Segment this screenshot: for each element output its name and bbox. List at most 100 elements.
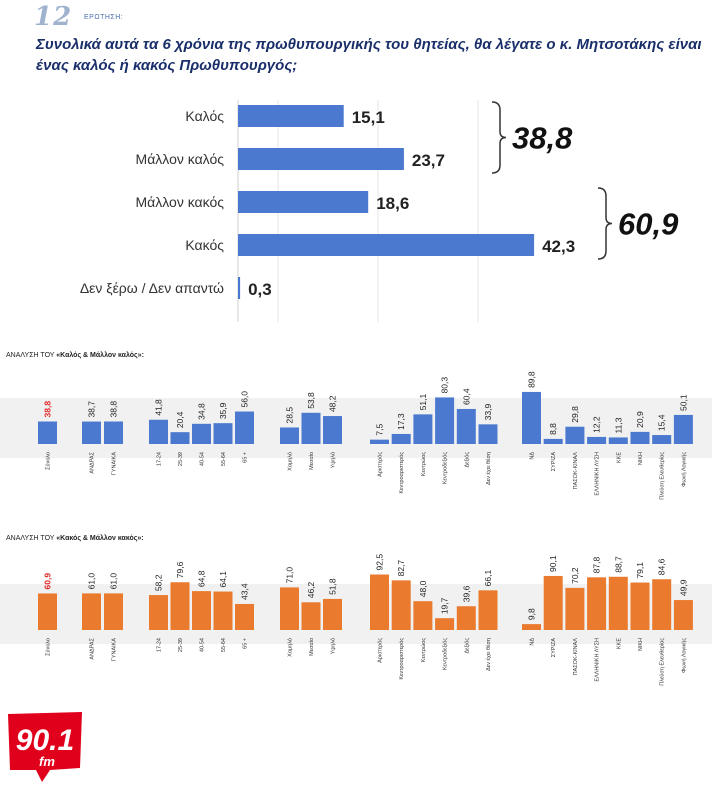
column-bar <box>456 606 476 630</box>
column-bar <box>149 595 168 630</box>
category-label: Μάλλον καλός <box>136 151 225 167</box>
total-label: 38,8 <box>512 121 573 156</box>
column-value-label: 60,4 <box>461 388 471 405</box>
column-value-label: 80,3 <box>440 377 450 394</box>
column-bar <box>391 580 411 630</box>
column-value-label: 84,6 <box>657 558 667 575</box>
column-value-label: 89,8 <box>527 371 537 388</box>
bar-0 <box>238 105 344 127</box>
column-category-label: Δεν έχει θέση <box>485 638 492 671</box>
column-category-label: Δεξιός <box>463 452 470 468</box>
column-value-label: 8,8 <box>548 423 558 435</box>
column-value-label: 64,1 <box>218 571 228 588</box>
column-value-label: 34,8 <box>197 403 207 420</box>
column-bar <box>323 416 342 444</box>
column-value-label: 87,8 <box>592 557 602 574</box>
column-bar <box>280 587 299 630</box>
column-category-label: ΓΥΝΑΙΚΑ <box>112 638 118 662</box>
column-value-label: 35,9 <box>218 402 228 419</box>
column-value-label: 82,7 <box>396 560 406 577</box>
column-value-label: 33,9 <box>483 404 493 421</box>
column-value-label: 17,3 <box>396 413 406 430</box>
column-category-label: 17-24 <box>157 452 163 466</box>
column-category-label: Υψηλό <box>330 638 337 654</box>
column-category-label: Μεσαίο <box>309 452 315 470</box>
column-category-label: Υψηλό <box>330 452 337 468</box>
column-category-label: ΚΚΕ <box>616 638 622 649</box>
column-category-label: ΣΥΡΙΖΑ <box>551 638 557 658</box>
column-bar <box>38 421 57 444</box>
column-bar <box>370 574 389 630</box>
column-bar <box>413 414 433 444</box>
column-category-label: 17-24 <box>157 638 163 652</box>
bad-section-title: ΑΝΑΛΥΣΗ ΤΟΥ «Κακός & Μάλλον κακός»: <box>6 535 144 542</box>
column-bar <box>82 421 101 444</box>
column-value-label: 28,5 <box>285 407 295 424</box>
column-bar <box>478 590 498 630</box>
column-category-label: ΕΛΛΗΝΙΚΗ ΛΥΣΗ <box>595 638 601 682</box>
column-category-label: ΝΙΚΗ <box>638 638 644 651</box>
column-value-label: 48,2 <box>328 395 338 412</box>
column-category-label: 55-64 <box>221 638 227 652</box>
column-value-label: 51,8 <box>328 578 338 595</box>
column-category-label: ΑΝΔΡΑΣ <box>90 451 96 473</box>
column-bar <box>104 421 123 444</box>
column-value-label: 38,7 <box>87 401 97 418</box>
column-category-label: ΠΑΣΟΚ-ΚΙΝΑΛ <box>573 638 579 676</box>
column-category-label: Χαμηλό <box>287 638 294 657</box>
good-breakdown-chart: 38,8 Σύνολο 38,7 ΑΝΔΡΑΣ 38,8 ΓΥΝΑΙΚΑ 41,8 17-24… <box>0 371 712 500</box>
column-value-label: 20,4 <box>175 411 185 428</box>
category-label: Καλός <box>185 108 224 124</box>
column-bar <box>301 412 321 444</box>
column-value-label: 64,8 <box>197 570 207 587</box>
column-category-label: Χαμηλό <box>287 452 294 471</box>
column-value-label: 38,8 <box>43 401 53 418</box>
column-bar <box>370 439 389 444</box>
column-bar <box>104 593 123 630</box>
column-value-label: 7,5 <box>375 424 385 436</box>
column-category-label: ΠΑΣΟΚ-ΚΙΝΑΛ <box>573 452 579 490</box>
value-label: 42,3 <box>542 237 575 256</box>
column-bar <box>435 618 455 630</box>
column-value-label: 90,1 <box>548 555 558 572</box>
column-bar <box>192 423 211 444</box>
column-category-label: ΕΛΛΗΝΙΚΗ ΛΥΣΗ <box>595 452 601 496</box>
column-category-label: 40-54 <box>200 638 206 652</box>
column-category-label: ΝΙΚΗ <box>638 452 644 465</box>
total-brace <box>597 187 613 260</box>
column-value-label: 11,3 <box>613 417 623 433</box>
column-value-label: 50,1 <box>678 394 688 411</box>
column-bar <box>170 582 190 630</box>
bar-1 <box>238 148 404 170</box>
column-bar <box>630 431 650 444</box>
column-bar <box>652 435 672 444</box>
column-bar <box>587 436 607 444</box>
column-value-label: 51,1 <box>418 394 428 411</box>
column-category-label: Κεντροδεξιός <box>442 452 449 484</box>
column-value-label: 61,0 <box>87 573 97 590</box>
column-category-label: Κεντροαριστερός <box>398 452 405 494</box>
column-bar <box>391 433 411 444</box>
column-category-label: 65 + <box>243 638 249 649</box>
column-value-label: 92,5 <box>375 554 385 571</box>
bar-4 <box>238 277 241 299</box>
column-category-label: ΑΝΔΡΑΣ <box>90 637 96 659</box>
column-category-label: 40-54 <box>200 452 206 466</box>
logo-fm: fm <box>39 754 55 769</box>
column-category-label: Κεντροαριστερός <box>398 638 405 680</box>
column-value-label: 43,4 <box>240 583 250 600</box>
column-bar <box>673 600 693 630</box>
bar-2 <box>238 191 369 213</box>
total-brace <box>491 101 507 174</box>
column-category-label: Δεξιός <box>463 638 470 654</box>
column-value-label: 39,6 <box>461 585 471 602</box>
column-value-label: 20,9 <box>635 411 645 428</box>
category-label: Κακός <box>185 237 224 253</box>
column-category-label: ΚΚΕ <box>616 452 622 463</box>
column-value-label: 12,2 <box>592 416 602 433</box>
column-category-label: ΣΥΡΙΖΑ <box>551 452 557 472</box>
column-bar <box>456 408 476 444</box>
column-bar <box>170 432 190 444</box>
column-bar <box>608 437 628 444</box>
column-category-label: 65 + <box>243 452 249 463</box>
